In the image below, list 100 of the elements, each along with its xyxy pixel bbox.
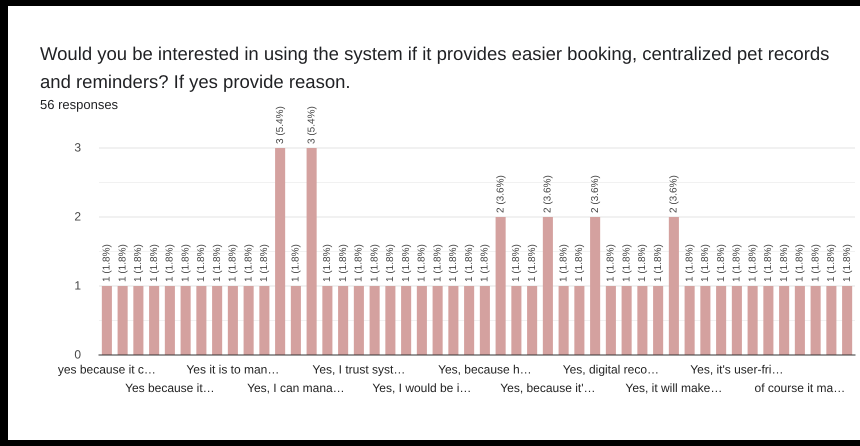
bar (118, 286, 128, 354)
data-label: 1 (1.8%) (148, 244, 160, 282)
data-label: 1 (1.8%) (400, 244, 412, 282)
chart-title: Would you be interested in using the system if it provides easier booking, centralized pet records and reminders? If yes provide reason. (40, 42, 830, 94)
x-tick-label: Yes, digital reco… (562, 362, 660, 377)
y-tick-label: 3 (74, 140, 82, 154)
bar (716, 286, 726, 354)
bar (732, 286, 742, 354)
bar (385, 286, 396, 354)
data-label: 1 (1.8%) (526, 244, 538, 282)
y-tick-label: 0 (74, 347, 82, 362)
data-label: 1 (1.8%) (794, 244, 806, 282)
bar (794, 286, 805, 354)
data-label: 1 (1.8%) (810, 244, 822, 282)
data-label: 1 (1.8%) (117, 244, 128, 282)
bar (700, 286, 710, 354)
data-label: 1 (1.8%) (637, 244, 648, 282)
bar (401, 286, 412, 354)
x-tick-label: Yes, I would be i… (372, 381, 472, 396)
y-tick-label: 2 (74, 209, 82, 224)
data-label: 2 (3.6%) (495, 175, 506, 213)
data-label: 1 (1.8%) (621, 244, 632, 282)
data-label: 1 (1.8%) (716, 244, 727, 282)
data-label: 1 (1.8%) (102, 244, 113, 282)
x-tick-label: Yes, because h… (438, 362, 532, 377)
bar (290, 286, 301, 354)
x-tick-label: Yes, I can mana… (247, 381, 345, 396)
bar (416, 286, 427, 354)
bar (684, 286, 695, 354)
bar (496, 217, 506, 354)
data-label: 2 (3.6%) (668, 175, 680, 213)
bar (244, 286, 254, 354)
data-label: 1 (1.8%) (480, 244, 491, 282)
data-label: 1 (1.8%) (416, 244, 428, 282)
data-label: 1 (1.8%) (747, 244, 758, 282)
bar (606, 286, 616, 354)
data-label: 1 (1.8%) (700, 244, 712, 282)
bar (622, 286, 632, 354)
data-label: 1 (1.8%) (842, 244, 853, 282)
bar (354, 286, 364, 354)
data-label: 1 (1.8%) (778, 244, 790, 282)
bar (842, 286, 852, 354)
bar (668, 217, 679, 354)
bar (511, 286, 522, 354)
data-label: 2 (3.6%) (590, 175, 601, 213)
data-label: 1 (1.8%) (133, 244, 144, 282)
bar (558, 286, 569, 354)
data-label: 3 (5.4%) (306, 106, 318, 144)
bar (370, 286, 380, 354)
bar (196, 286, 206, 354)
bar (448, 286, 458, 354)
data-label: 1 (1.8%) (574, 244, 586, 282)
data-label: 1 (1.8%) (385, 244, 396, 282)
bar (464, 286, 474, 354)
bar (748, 286, 758, 354)
bar (826, 286, 836, 354)
bar (637, 286, 648, 354)
bar (102, 286, 112, 354)
bar (653, 286, 664, 354)
data-label: 1 (1.8%) (652, 244, 664, 282)
x-tick-label: yes because it c… (58, 362, 156, 377)
data-label: 1 (1.8%) (606, 244, 617, 282)
data-label: 1 (1.8%) (196, 244, 208, 282)
bar (480, 286, 490, 354)
bar (574, 286, 584, 354)
bar (164, 286, 175, 354)
data-label: 1 (1.8%) (243, 244, 254, 282)
data-label: 2 (3.6%) (542, 175, 554, 213)
data-label: 1 (1.8%) (212, 244, 223, 282)
data-label: 1 (1.8%) (432, 244, 444, 282)
data-label: 1 (1.8%) (290, 244, 302, 282)
data-label: 1 (1.8%) (164, 244, 176, 282)
bar (149, 286, 160, 354)
x-tick-label: Yes because it… (125, 381, 215, 396)
data-label: 1 (1.8%) (511, 244, 522, 282)
bar (322, 286, 332, 354)
data-label: 1 (1.8%) (448, 244, 460, 282)
x-tick-label: Yes it is to man… (186, 362, 280, 377)
bar (212, 286, 222, 354)
bar (338, 286, 348, 354)
data-label: 1 (1.8%) (464, 244, 475, 282)
bar (542, 217, 553, 354)
data-label: 3 (5.4%) (274, 106, 286, 144)
bar (779, 286, 790, 354)
data-label: 1 (1.8%) (826, 244, 838, 282)
data-label: 1 (1.8%) (259, 244, 270, 282)
x-tick-label: of course it ma… (754, 381, 846, 396)
bar (228, 286, 238, 354)
data-label: 1 (1.8%) (180, 244, 192, 282)
data-label: 1 (1.8%) (732, 244, 743, 282)
bar (810, 286, 821, 354)
data-label: 1 (1.8%) (322, 244, 334, 282)
data-label: 1 (1.8%) (684, 244, 696, 282)
data-label: 1 (1.8%) (369, 244, 380, 282)
x-tick-label: Yes, because it'… (500, 381, 596, 396)
data-label: 1 (1.8%) (228, 244, 239, 282)
bar (306, 148, 317, 354)
bar (133, 286, 144, 354)
x-tick-label: Yes, I trust syst… (312, 362, 406, 377)
data-label: 1 (1.8%) (354, 244, 365, 282)
